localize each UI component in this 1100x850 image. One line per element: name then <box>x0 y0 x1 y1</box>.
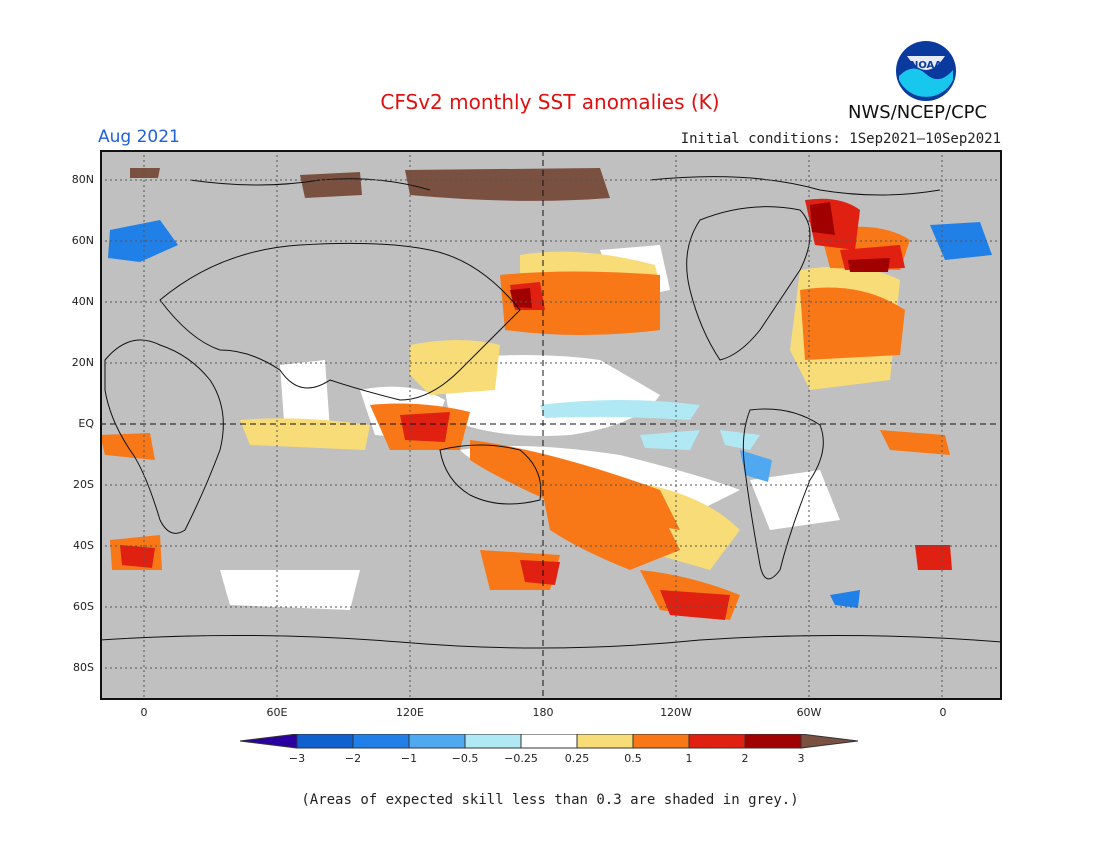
colorbar-label: 0.25 <box>564 752 590 765</box>
colorbar-label: 0.5 <box>624 752 642 765</box>
lon-label: 120E <box>396 706 424 719</box>
lat-label: 40N <box>71 295 94 308</box>
anomaly-fields <box>100 168 992 620</box>
skill-footnote: (Areas of expected skill less than 0.3 a… <box>301 792 799 808</box>
lon-label: 180 <box>532 706 554 719</box>
grid-lines <box>100 150 1002 700</box>
lat-label: 40S <box>73 539 94 552</box>
forecast-month: Aug 2021 <box>98 127 180 147</box>
map-title: CFSv2 monthly SST anomalies (K) <box>380 90 720 114</box>
colorbar-segment <box>632 734 690 749</box>
colorbar-segment <box>688 734 746 749</box>
south-america-coast <box>742 408 824 580</box>
colorbar-label: 1 <box>685 752 693 765</box>
colorbar-segment <box>744 734 802 749</box>
colorbar-label: 3 <box>797 752 805 765</box>
colorbar-segment <box>464 734 522 749</box>
colorbar-segment <box>240 734 298 749</box>
colorbar-segment <box>408 734 466 749</box>
lat-label: 20N <box>71 356 94 369</box>
logo-text: NOAA <box>910 60 942 71</box>
coastlines <box>100 176 1002 649</box>
map-frame <box>100 150 1002 700</box>
colorbar-label: 2 <box>741 752 749 765</box>
colorbar-segment <box>520 734 578 749</box>
sst-anomaly-map <box>100 150 1002 700</box>
noaa-logo: NOAA <box>896 41 956 101</box>
colorbar-label: −2 <box>344 752 362 765</box>
eurasia-coast <box>159 242 521 401</box>
lat-label: 60S <box>73 600 94 613</box>
lat-label: 80N <box>71 173 94 186</box>
colorbar <box>240 734 859 749</box>
lon-label: 60W <box>796 706 822 719</box>
colorbar-segment <box>576 734 634 749</box>
colorbar-label: −0.25 <box>504 752 538 765</box>
lon-label: 0 <box>140 706 148 719</box>
initial-conditions: Initial conditions: 1Sep2021—10Sep2021 <box>680 131 1001 147</box>
africa-coast <box>104 339 224 534</box>
colorbar-label: −0.5 <box>451 752 479 765</box>
lat-label: EQ <box>78 417 94 430</box>
colorbar-segment <box>296 734 354 749</box>
arctic-coast <box>189 178 431 191</box>
arctic-coast-east <box>649 176 941 196</box>
lat-label: 80S <box>73 661 94 674</box>
colorbar-segment <box>800 734 859 749</box>
lon-label: 120W <box>660 706 692 719</box>
agency-label: NWS/NCEP/CPC <box>848 102 988 123</box>
lon-label: 0 <box>939 706 947 719</box>
antarctica-coast <box>100 634 1002 649</box>
australia-coast <box>439 444 542 505</box>
north-america-coast <box>686 206 811 361</box>
lat-label: 60N <box>71 234 94 247</box>
lon-label: 60E <box>266 706 288 719</box>
colorbar-label: −3 <box>288 752 306 765</box>
colorbar-segment <box>352 734 410 749</box>
lat-label: 20S <box>73 478 94 491</box>
colorbar-label: −1 <box>400 752 418 765</box>
